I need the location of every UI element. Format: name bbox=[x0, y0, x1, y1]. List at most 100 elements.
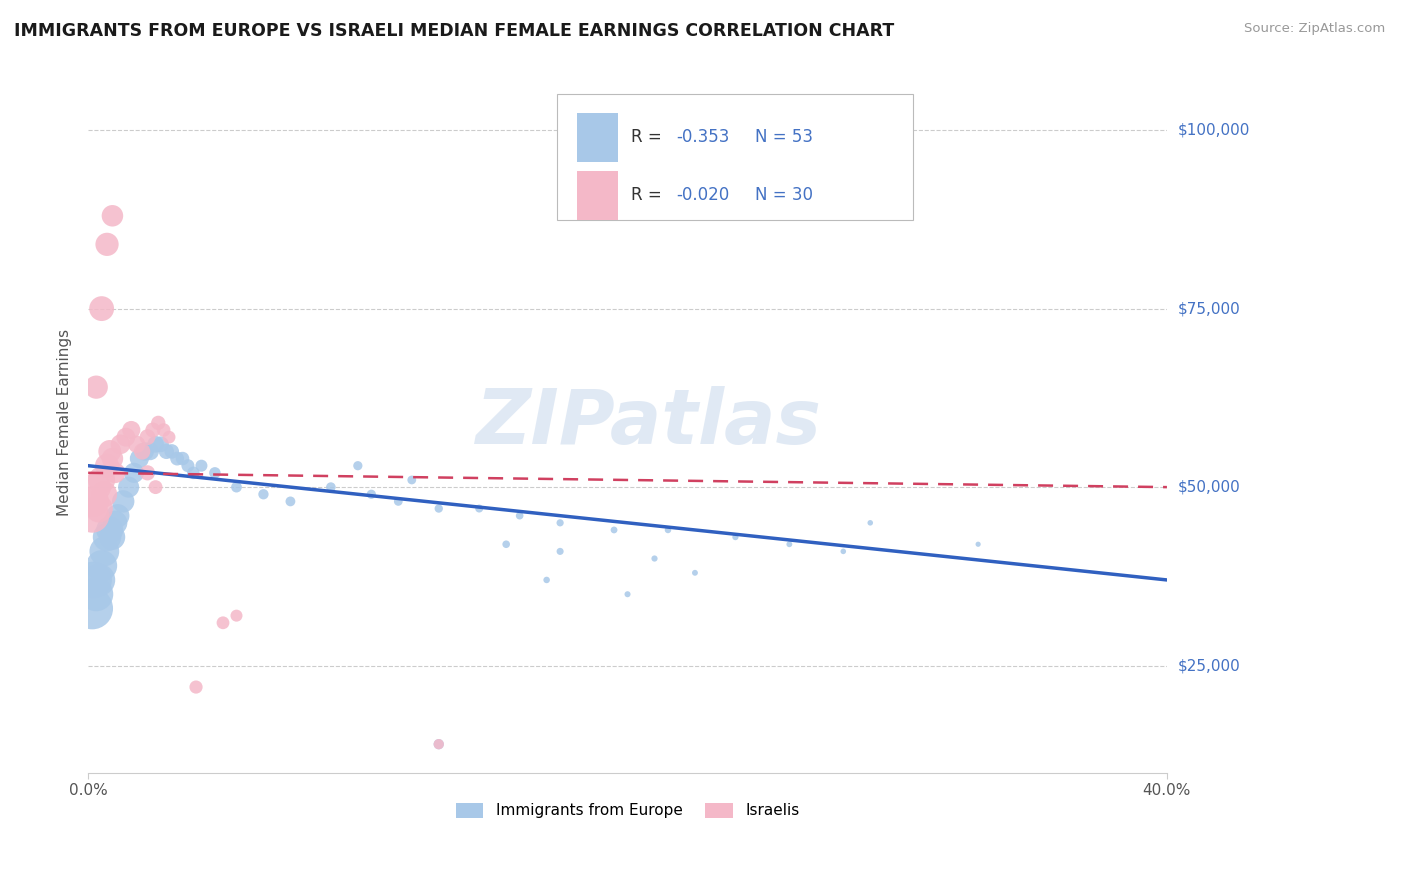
Point bbox=[468, 501, 491, 516]
Text: ZIPatlas: ZIPatlas bbox=[477, 386, 823, 460]
Point bbox=[509, 508, 531, 523]
Text: IMMIGRANTS FROM EUROPE VS ISRAELI MEDIAN FEMALE EARNINGS CORRELATION CHART: IMMIGRANTS FROM EUROPE VS ISRAELI MEDIAN… bbox=[14, 22, 894, 40]
Point bbox=[859, 516, 882, 530]
Point bbox=[122, 466, 145, 480]
Legend: Immigrants from Europe, Israelis: Immigrants from Europe, Israelis bbox=[450, 797, 806, 824]
Point bbox=[83, 494, 105, 508]
Point bbox=[142, 423, 165, 437]
Point bbox=[145, 480, 167, 494]
Point bbox=[360, 487, 382, 501]
Text: N = 30: N = 30 bbox=[755, 186, 813, 204]
Point bbox=[104, 516, 127, 530]
Text: R =: R = bbox=[631, 128, 666, 146]
Text: $25,000: $25,000 bbox=[1178, 658, 1240, 673]
Point bbox=[101, 451, 124, 466]
Point bbox=[131, 444, 153, 458]
Point bbox=[427, 737, 450, 751]
Point bbox=[683, 566, 706, 580]
Point bbox=[96, 458, 118, 473]
Point bbox=[212, 615, 235, 630]
Point bbox=[98, 444, 121, 458]
Point bbox=[112, 494, 135, 508]
Point bbox=[657, 523, 679, 537]
Point bbox=[84, 380, 107, 394]
Point bbox=[184, 680, 207, 694]
Point bbox=[136, 466, 159, 480]
Point bbox=[536, 573, 558, 587]
Point bbox=[93, 544, 115, 558]
Point bbox=[427, 501, 450, 516]
Point bbox=[967, 537, 990, 551]
Text: R =: R = bbox=[631, 186, 666, 204]
Point bbox=[136, 430, 159, 444]
Text: Source: ZipAtlas.com: Source: ZipAtlas.com bbox=[1244, 22, 1385, 36]
Point bbox=[87, 501, 110, 516]
Text: -0.353: -0.353 bbox=[676, 128, 730, 146]
Point bbox=[84, 480, 107, 494]
Point bbox=[347, 458, 370, 473]
Point bbox=[139, 444, 162, 458]
Point bbox=[319, 480, 342, 494]
Point bbox=[157, 430, 180, 444]
Point bbox=[724, 530, 747, 544]
Point bbox=[548, 516, 571, 530]
Point bbox=[128, 451, 150, 466]
Point bbox=[401, 473, 423, 487]
Point bbox=[84, 587, 107, 601]
Point bbox=[98, 523, 121, 537]
Point bbox=[172, 451, 194, 466]
Point bbox=[155, 444, 177, 458]
Point bbox=[778, 537, 800, 551]
Point bbox=[134, 444, 156, 458]
FancyBboxPatch shape bbox=[576, 171, 617, 220]
Point bbox=[280, 494, 302, 508]
Point bbox=[145, 437, 167, 451]
Point bbox=[152, 423, 174, 437]
Point bbox=[183, 466, 205, 480]
FancyBboxPatch shape bbox=[576, 113, 617, 161]
Point bbox=[90, 301, 112, 316]
Point bbox=[125, 437, 148, 451]
Point bbox=[93, 487, 115, 501]
Text: N = 53: N = 53 bbox=[755, 128, 813, 146]
Point bbox=[252, 487, 274, 501]
Text: $100,000: $100,000 bbox=[1178, 122, 1250, 137]
Point bbox=[166, 451, 188, 466]
Point bbox=[387, 494, 409, 508]
Point bbox=[190, 458, 212, 473]
Point bbox=[427, 737, 450, 751]
Point bbox=[87, 573, 110, 587]
Point bbox=[96, 530, 118, 544]
Point bbox=[83, 573, 105, 587]
Point bbox=[101, 209, 124, 223]
Point bbox=[495, 537, 517, 551]
Point bbox=[204, 466, 226, 480]
Point bbox=[832, 544, 855, 558]
Text: -0.020: -0.020 bbox=[676, 186, 730, 204]
Point bbox=[225, 480, 247, 494]
Y-axis label: Median Female Earnings: Median Female Earnings bbox=[58, 329, 72, 516]
Text: $50,000: $50,000 bbox=[1178, 480, 1240, 495]
Point bbox=[104, 466, 127, 480]
Point bbox=[90, 473, 112, 487]
Point bbox=[548, 544, 571, 558]
Point bbox=[177, 458, 200, 473]
Point bbox=[225, 608, 247, 623]
Point bbox=[160, 444, 183, 458]
Point bbox=[120, 423, 142, 437]
Point bbox=[644, 551, 666, 566]
Point bbox=[82, 601, 104, 615]
Point bbox=[101, 530, 124, 544]
Point bbox=[115, 430, 138, 444]
Point bbox=[616, 587, 638, 601]
Point bbox=[148, 416, 170, 430]
Text: $75,000: $75,000 bbox=[1178, 301, 1240, 316]
Point bbox=[82, 508, 104, 523]
Point bbox=[107, 508, 129, 523]
Point bbox=[96, 237, 118, 252]
FancyBboxPatch shape bbox=[557, 94, 914, 220]
Point bbox=[603, 523, 626, 537]
Point bbox=[90, 558, 112, 573]
Point bbox=[149, 437, 172, 451]
Point bbox=[110, 437, 132, 451]
